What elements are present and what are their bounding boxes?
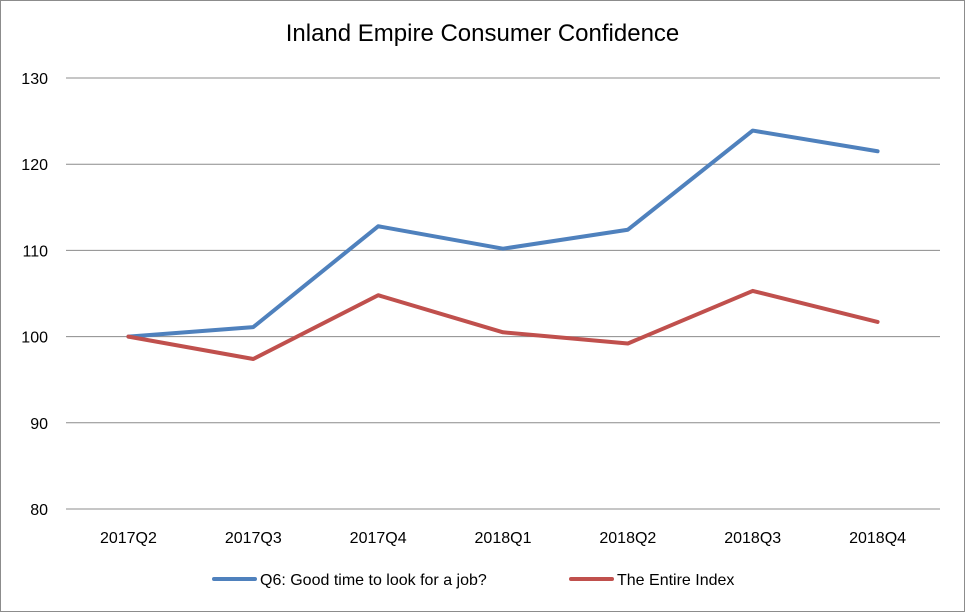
y-tick-label: 110 — [22, 243, 48, 260]
x-axis-ticks: 2017Q2 2017Q3 2017Q4 2018Q1 2018Q2 2018Q3 2018… — [100, 530, 906, 547]
y-tick-label: 100 — [21, 330, 48, 347]
series-line-1 — [126, 288, 880, 362]
x-tick-label: 2018Q4 — [849, 530, 906, 547]
y-tick-label: 80 — [30, 502, 48, 519]
x-tick-label: 2017Q4 — [350, 530, 407, 547]
y-tick-label: 120 — [21, 157, 48, 174]
x-tick-label: 2017Q2 — [100, 530, 157, 547]
y-tick-label: 90 — [30, 416, 48, 433]
legend: Q6: Good time to look for a job? The Enti… — [212, 572, 734, 589]
legend-label-0: Q6: Good time to look for a job? — [260, 572, 487, 589]
x-tick-label: 2018Q3 — [724, 530, 781, 547]
x-tick-label: 2018Q2 — [599, 530, 656, 547]
gridlines — [66, 77, 940, 510]
x-tick-label: 2017Q3 — [225, 530, 282, 547]
legend-label-1: The Entire Index — [617, 572, 734, 589]
x-tick-label: 2018Q1 — [475, 530, 532, 547]
series-line-0 — [126, 128, 880, 339]
y-tick-label: 130 — [21, 71, 48, 88]
chart-title: Inland Empire Consumer Confidence — [285, 20, 680, 47]
y-axis-ticks: 80 90 100 110 120 130 — [21, 71, 48, 519]
series-lines — [126, 128, 880, 362]
